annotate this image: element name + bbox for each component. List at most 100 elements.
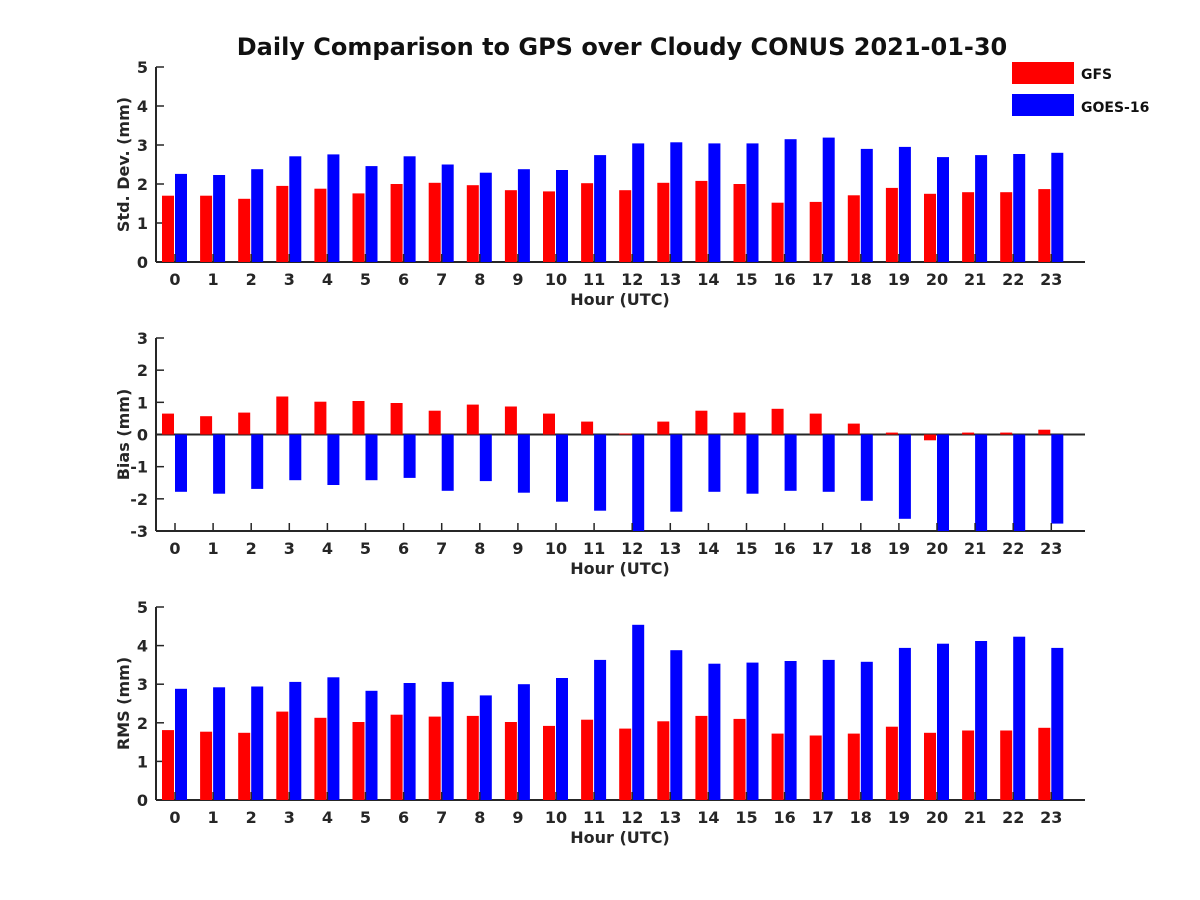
x-tick-label: 20 bbox=[926, 270, 948, 289]
goes16-bar bbox=[670, 434, 683, 512]
gfs-bar bbox=[466, 715, 479, 800]
x-tick-label: 19 bbox=[888, 270, 910, 289]
gfs-bar bbox=[314, 401, 327, 435]
goes16-bar bbox=[975, 434, 988, 531]
gfs-bar bbox=[619, 728, 632, 800]
goes16-bar bbox=[746, 143, 759, 262]
gfs-bar bbox=[885, 432, 898, 435]
x-tick-label: 16 bbox=[773, 808, 795, 827]
y-tick-label: 3 bbox=[137, 136, 148, 155]
goes16-bar bbox=[822, 659, 835, 800]
y-tick-label: 0 bbox=[137, 791, 148, 810]
y-tick-label: 4 bbox=[137, 97, 148, 116]
x-tick-label: 3 bbox=[284, 808, 295, 827]
x-tick-label: 14 bbox=[697, 539, 719, 558]
x-tick-label: 4 bbox=[322, 539, 333, 558]
x-tick-label: 18 bbox=[850, 270, 872, 289]
gfs-bar bbox=[619, 433, 632, 435]
goes16-bar bbox=[708, 143, 721, 262]
goes16-bar bbox=[594, 434, 607, 511]
goes16-bar bbox=[441, 681, 454, 800]
x-tick-label: 13 bbox=[659, 808, 681, 827]
x-tick-label: 0 bbox=[169, 539, 180, 558]
x-tick-label: 8 bbox=[474, 270, 485, 289]
x-tick-label: 0 bbox=[169, 270, 180, 289]
x-tick-label: 16 bbox=[773, 270, 795, 289]
goes16-bar bbox=[784, 139, 797, 262]
gfs-bar bbox=[924, 193, 936, 263]
x-tick-label: 3 bbox=[284, 270, 295, 289]
gfs-bar bbox=[809, 735, 822, 800]
goes16-bar bbox=[822, 434, 835, 492]
x-tick-label: 3 bbox=[284, 539, 295, 558]
gfs-bar bbox=[466, 404, 479, 435]
goes16-bar bbox=[289, 681, 302, 800]
x-tick-label: 10 bbox=[545, 539, 567, 558]
gfs-bar bbox=[695, 180, 708, 262]
gfs-bar bbox=[657, 421, 670, 435]
x-tick-label: 4 bbox=[322, 808, 333, 827]
goes16-bar bbox=[975, 155, 988, 262]
goes16-bar bbox=[1051, 152, 1064, 262]
x-tick-label: 2 bbox=[246, 539, 257, 558]
y-tick-label: -3 bbox=[130, 522, 148, 541]
x-tick-label: 4 bbox=[322, 270, 333, 289]
goes16-bar bbox=[479, 434, 492, 482]
y-tick-label: 4 bbox=[137, 637, 148, 656]
x-tick-label: 20 bbox=[926, 808, 948, 827]
gfs-bar bbox=[809, 201, 822, 262]
goes16-bar bbox=[556, 678, 568, 800]
goes16-bar bbox=[327, 434, 340, 485]
gfs-bar bbox=[276, 185, 289, 262]
y-axis-label: Bias (mm) bbox=[114, 389, 133, 481]
gfs-bar bbox=[1000, 730, 1013, 800]
goes16-bar bbox=[784, 661, 797, 800]
gfs-bar bbox=[657, 721, 670, 800]
x-tick-label: 13 bbox=[659, 270, 681, 289]
goes16-bar bbox=[365, 166, 378, 262]
x-tick-label: 16 bbox=[773, 539, 795, 558]
gfs-bar bbox=[238, 198, 251, 262]
x-tick-label: 8 bbox=[474, 539, 485, 558]
gfs-bar bbox=[162, 730, 174, 800]
gfs-bar bbox=[733, 412, 746, 435]
goes16-bar bbox=[251, 434, 264, 489]
gfs-bar bbox=[466, 185, 479, 262]
gfs-bar bbox=[809, 413, 822, 435]
goes16-bar bbox=[784, 434, 797, 491]
goes16-bar bbox=[632, 624, 645, 800]
goes16-bar bbox=[517, 684, 530, 800]
x-tick-label: 22 bbox=[1002, 808, 1024, 827]
gfs-bar bbox=[1038, 189, 1051, 262]
x-tick-label: 7 bbox=[436, 808, 447, 827]
x-tick-label: 9 bbox=[512, 539, 523, 558]
gfs-bar bbox=[352, 722, 365, 800]
x-tick-label: 6 bbox=[398, 270, 409, 289]
y-tick-label: 5 bbox=[137, 598, 148, 617]
x-tick-label: 14 bbox=[697, 808, 719, 827]
x-tick-label: 7 bbox=[436, 270, 447, 289]
y-tick-label: 1 bbox=[137, 214, 148, 233]
gfs-bar bbox=[543, 725, 555, 800]
x-tick-label: 22 bbox=[1002, 539, 1024, 558]
x-tick-label: 21 bbox=[964, 539, 986, 558]
goes16-bar bbox=[898, 647, 911, 800]
x-tick-label: 12 bbox=[621, 539, 643, 558]
x-tick-label: 11 bbox=[583, 808, 605, 827]
goes16-bar bbox=[860, 434, 873, 501]
gfs-bar bbox=[200, 195, 213, 262]
gfs-bar bbox=[695, 410, 708, 435]
x-tick-label: 0 bbox=[169, 808, 180, 827]
y-tick-label: 3 bbox=[137, 675, 148, 694]
gfs-bar bbox=[1038, 727, 1051, 800]
y-tick-label: 5 bbox=[137, 58, 148, 77]
gfs-bar bbox=[352, 193, 365, 262]
chart-title: Daily Comparison to GPS over Cloudy CONU… bbox=[237, 33, 1008, 61]
goes16-bar bbox=[403, 156, 416, 262]
goes16-bar bbox=[479, 695, 492, 800]
x-tick-label: 6 bbox=[398, 539, 409, 558]
goes16-bar bbox=[251, 169, 264, 262]
